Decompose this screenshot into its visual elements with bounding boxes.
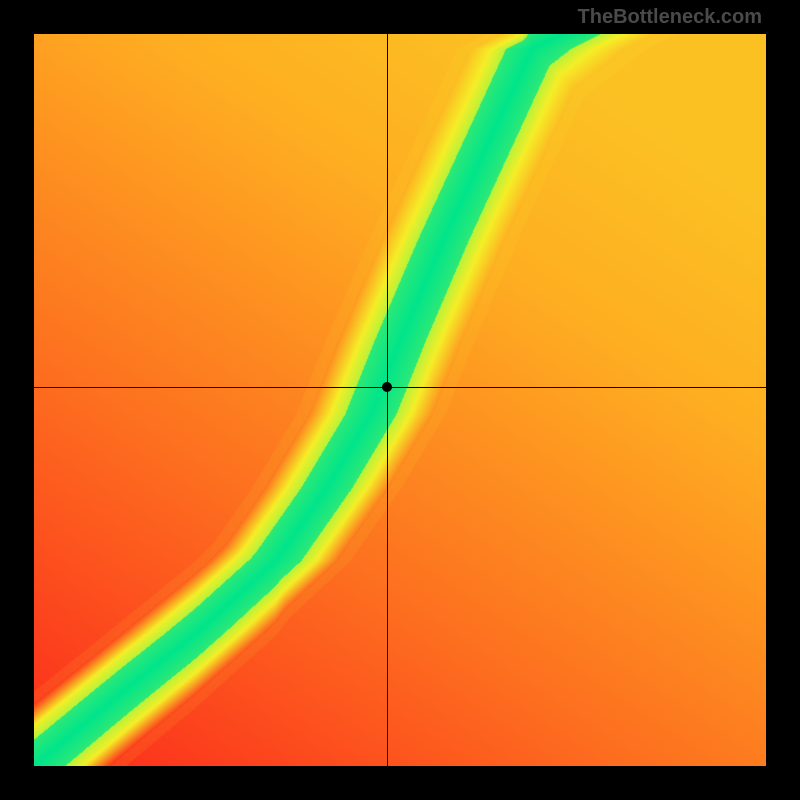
crosshair-horizontal [34, 387, 766, 388]
heatmap-canvas [34, 34, 766, 766]
watermark-text: TheBottleneck.com [578, 6, 762, 29]
plot-area [34, 34, 766, 766]
crosshair-vertical [387, 34, 388, 766]
data-point [382, 382, 392, 392]
